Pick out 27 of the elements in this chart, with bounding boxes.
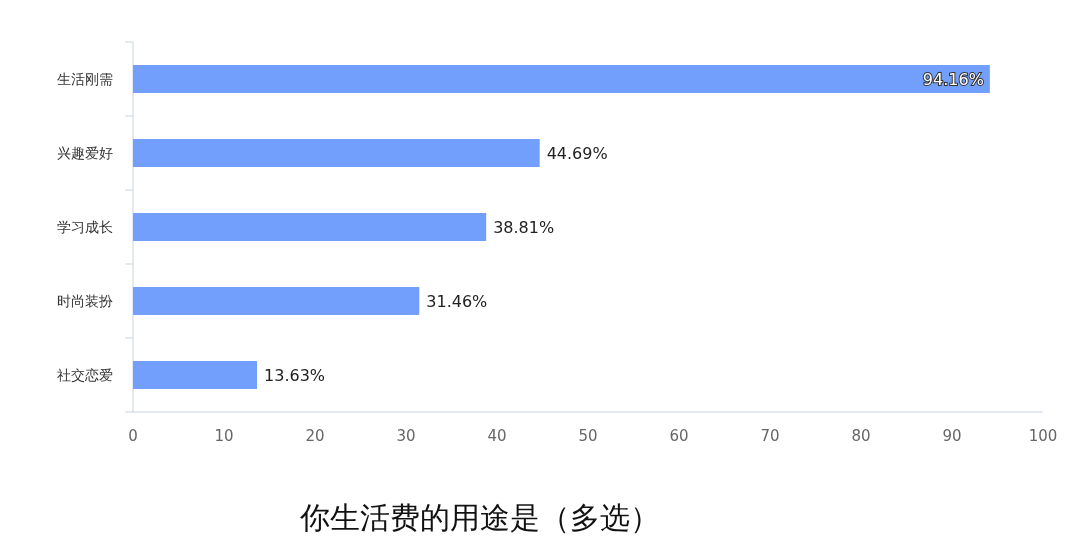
y-tick-label: 兴趣爱好 — [57, 145, 113, 161]
x-tick-label: 60 — [669, 427, 689, 445]
x-tick-label: 80 — [851, 427, 871, 445]
x-tick-label: 30 — [396, 427, 416, 445]
x-tick-label: 100 — [1028, 427, 1058, 445]
x-tick-label: 70 — [760, 427, 780, 445]
data-label: 44.69% — [546, 144, 608, 163]
x-tick-label: 50 — [578, 427, 598, 445]
y-tick-label: 社交恋爱 — [57, 367, 113, 383]
y-tick-label: 学习成长 — [57, 219, 113, 235]
text: 你生活费的用途是（多选） — [299, 500, 660, 535]
bar — [133, 213, 487, 241]
data-label: 31.46% — [426, 292, 488, 311]
data-label: 13.63% — [264, 366, 326, 385]
data-label: 94.16% — [922, 70, 984, 89]
x-tick-label: 10 — [214, 427, 234, 445]
y-tick-label: 时尚装扮 — [57, 293, 113, 309]
y-tick-label: 生活刚需 — [57, 71, 113, 87]
bar — [133, 361, 258, 389]
bar — [133, 287, 420, 315]
x-tick-label: 0 — [128, 427, 138, 445]
x-tick-label: 90 — [942, 427, 962, 445]
x-tick-label: 20 — [305, 427, 325, 445]
bar — [133, 139, 540, 167]
x-tick-label: 40 — [487, 427, 507, 445]
data-label: 38.81% — [493, 218, 555, 237]
bar — [133, 65, 990, 93]
